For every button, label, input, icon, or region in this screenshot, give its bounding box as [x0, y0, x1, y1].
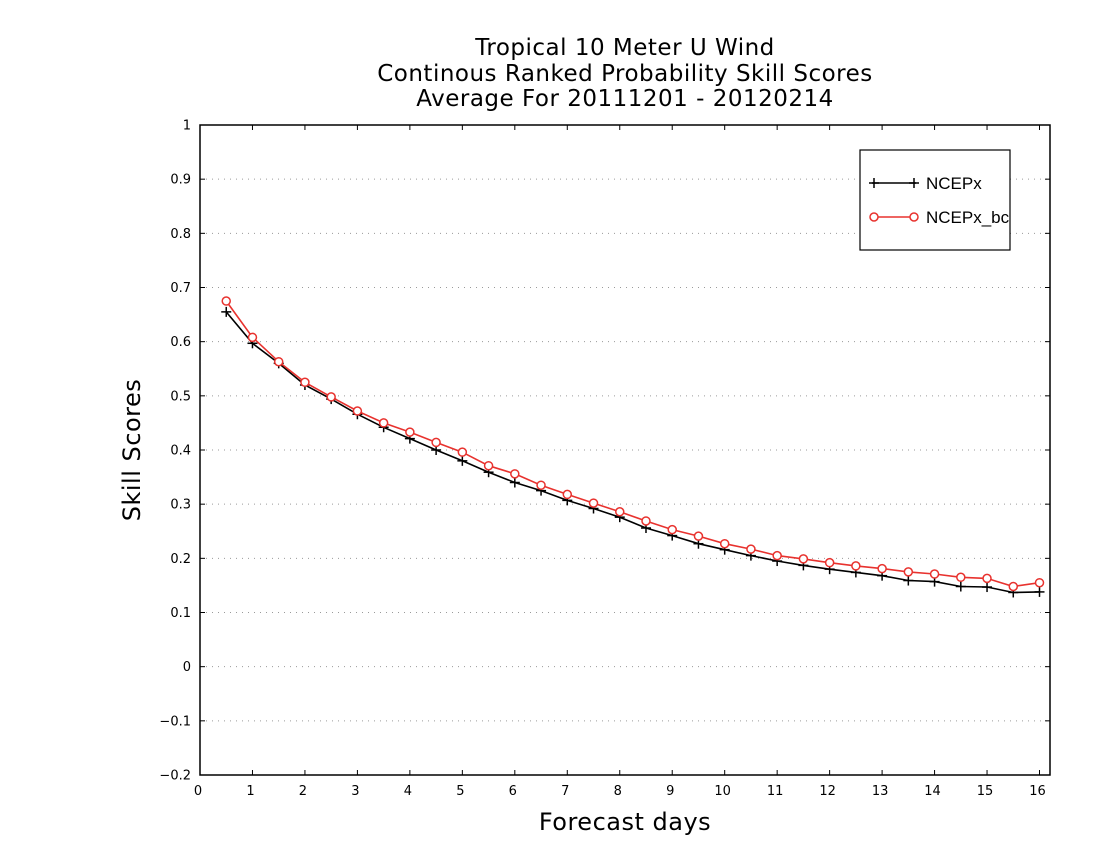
data-point — [457, 455, 468, 466]
y-tick-label: 1 — [183, 119, 191, 134]
data-point — [352, 406, 363, 416]
x-tick-label: 11 — [767, 784, 784, 799]
legend-marker — [869, 212, 879, 222]
data-point — [510, 469, 520, 479]
x-tick-label: 14 — [924, 784, 941, 799]
y-tick-label: 0.7 — [170, 281, 191, 296]
data-point — [956, 572, 966, 583]
chart-title-line-2: Continous Ranked Probability Skill Score… — [377, 60, 873, 87]
y-tick-label: 0.3 — [170, 498, 191, 513]
data-point — [1034, 577, 1045, 588]
data-point — [719, 538, 730, 549]
legend-label: NCEPx — [926, 174, 982, 193]
data-point — [457, 447, 468, 457]
legend-entry: NCEPx — [869, 174, 982, 193]
data-point — [221, 296, 231, 306]
data-point — [1008, 581, 1019, 592]
x-tick-label: 3 — [351, 784, 359, 799]
data-point — [615, 507, 625, 517]
data-point — [772, 550, 782, 561]
data-point — [326, 392, 336, 402]
series-NCEPx — [221, 306, 1045, 598]
data-point — [955, 581, 966, 592]
data-point — [824, 557, 835, 568]
x-tick-label: 2 — [299, 784, 307, 799]
axes: −0.2−0.100.10.20.30.40.50.60.70.80.910 1 2… — [159, 119, 1051, 799]
x-axis-label: Forecast days — [538, 808, 712, 836]
data-point — [877, 563, 887, 574]
legend-entry: NCEPx_bc — [869, 208, 1010, 227]
x-tick-label: 16 — [1029, 784, 1046, 799]
legend-marker — [909, 212, 919, 222]
data-point — [903, 567, 914, 577]
series — [221, 296, 1045, 598]
data-point — [693, 531, 704, 541]
y-tick-label: 0.5 — [170, 389, 191, 404]
data-point — [903, 575, 914, 586]
y-tick-label: 0.8 — [170, 227, 191, 242]
legend-label: NCEPx_bc — [926, 208, 1010, 227]
data-point — [273, 356, 284, 367]
legend-box — [859, 149, 1011, 251]
x-tick-label: 8 — [614, 784, 622, 799]
data-point — [929, 569, 940, 579]
y-tick-label: 0.4 — [170, 444, 191, 459]
data-point — [746, 544, 756, 554]
data-point — [641, 516, 651, 526]
grid-lines — [200, 178, 1050, 722]
y-tick-label: 0 — [183, 660, 191, 675]
legend-marker — [869, 178, 879, 188]
data-point — [1034, 586, 1045, 597]
plot-frame — [199, 124, 1051, 776]
x-tick-label: 7 — [561, 784, 569, 799]
x-tick-label: 15 — [977, 784, 994, 799]
x-tick-label: 13 — [872, 784, 889, 799]
series-line — [225, 300, 1040, 588]
y-axis-label: Skill Scores — [118, 378, 146, 522]
data-point — [300, 377, 310, 388]
data-point — [431, 437, 441, 448]
chart-title-line-1: Tropical 10 Meter U Wind — [475, 35, 775, 61]
data-point — [798, 554, 809, 564]
x-tick-label: 4 — [404, 784, 412, 799]
y-tick-label: 0.9 — [170, 173, 191, 188]
y-tick-label: −0.1 — [159, 714, 191, 729]
data-point — [562, 489, 573, 500]
data-point — [509, 477, 520, 488]
data-point — [405, 427, 415, 437]
x-tick-label: 0 — [194, 784, 202, 799]
chart-title-line-3: Average For 20111201 - 20120214 — [416, 86, 834, 112]
series-line — [225, 311, 1040, 594]
data-point — [851, 561, 861, 571]
x-tick-label: 6 — [509, 784, 517, 799]
legend-marker — [909, 178, 919, 188]
x-tick-label: 12 — [819, 784, 836, 799]
x-tick-label: 5 — [456, 784, 464, 799]
legend: NCEPx NCEPx_bc — [859, 149, 1011, 251]
data-point — [982, 582, 993, 593]
data-point — [483, 460, 494, 471]
y-tick-label: −0.2 — [159, 769, 191, 784]
x-tick-label: 9 — [666, 784, 674, 799]
chart-title: Tropical 10 Meter U Wind Continous Ranke… — [200, 35, 1050, 113]
data-point — [667, 524, 677, 535]
x-tick-label: 10 — [714, 784, 731, 799]
data-point — [588, 498, 599, 508]
series-NCEPx_bc — [221, 296, 1045, 592]
y-tick-label: 0.2 — [170, 552, 191, 567]
data-point — [536, 480, 546, 490]
x-tick-label: 1 — [246, 784, 254, 799]
y-tick-label: 0.6 — [170, 335, 191, 350]
data-point — [221, 306, 232, 317]
data-point — [982, 573, 992, 584]
y-tick-label: 0.1 — [170, 606, 191, 621]
data-point — [247, 332, 258, 343]
data-point — [378, 418, 389, 428]
